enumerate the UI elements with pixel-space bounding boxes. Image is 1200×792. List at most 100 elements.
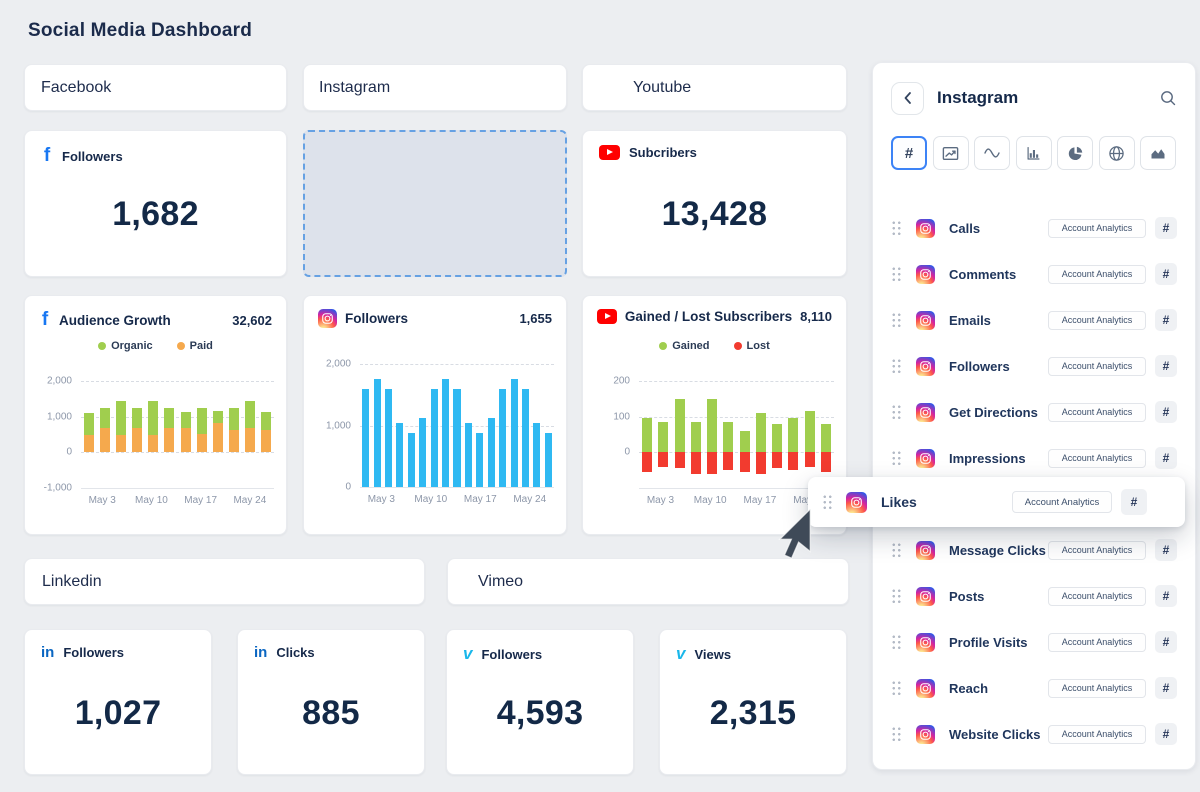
- account-analytics-button[interactable]: Account Analytics: [1012, 491, 1112, 513]
- account-analytics-button[interactable]: Account Analytics: [1048, 540, 1146, 560]
- gridline: [81, 381, 274, 382]
- back-button[interactable]: [891, 81, 924, 115]
- chart-card-instagram-followers[interactable]: Followers 1,655 2,000 1,000 0 May 3 May 10 Ma…: [303, 295, 567, 535]
- stat-card-linkedin-clicks[interactable]: in Clicks 885: [237, 629, 425, 775]
- drag-handle-icon[interactable]: [822, 494, 833, 510]
- section-header-instagram[interactable]: Instagram: [303, 64, 567, 111]
- metric-row-profile-visits[interactable]: Profile Visits Account Analytics #: [891, 619, 1177, 665]
- y-axis-label: 1,000: [325, 420, 351, 431]
- bar-segment: [419, 417, 427, 487]
- section-header-label: Instagram: [319, 78, 391, 96]
- drag-handle-icon[interactable]: [891, 680, 902, 696]
- account-analytics-button[interactable]: Account Analytics: [1048, 448, 1146, 468]
- stat-card-vimeo-followers[interactable]: v Followers 4,593: [446, 629, 634, 775]
- bar-segment: [642, 452, 653, 472]
- drag-handle-icon[interactable]: [891, 542, 902, 558]
- metric-row-get-directions[interactable]: Get Directions Account Analytics #: [891, 389, 1177, 435]
- hash-button[interactable]: #: [1155, 631, 1177, 653]
- bar-segment: [464, 423, 472, 487]
- bar-segment: [642, 418, 653, 453]
- dragged-metric-card[interactable]: Likes Account Analytics #: [808, 477, 1185, 527]
- linkedin-icon: in: [41, 644, 55, 661]
- bar-segment: [755, 413, 766, 453]
- bar-segment: [212, 422, 223, 453]
- toolbar-column-chart-button[interactable]: [1015, 136, 1052, 170]
- account-analytics-button[interactable]: Account Analytics: [1048, 218, 1146, 238]
- metric-row-emails[interactable]: Emails Account Analytics #: [891, 297, 1177, 343]
- drag-handle-icon[interactable]: [891, 312, 902, 328]
- section-header-facebook[interactable]: Facebook: [24, 64, 287, 111]
- stat-card-vimeo-views[interactable]: v Views 2,315: [659, 629, 847, 775]
- section-header-linkedin[interactable]: Linkedin: [24, 558, 425, 605]
- account-analytics-button[interactable]: Account Analytics: [1048, 402, 1146, 422]
- hash-button[interactable]: #: [1155, 723, 1177, 745]
- account-analytics-button[interactable]: Account Analytics: [1048, 724, 1146, 744]
- camera-glyph: [920, 222, 931, 234]
- toolbar-area-chart-button[interactable]: [1140, 136, 1176, 170]
- account-analytics-button[interactable]: Account Analytics: [1048, 632, 1146, 652]
- toolbar-line-chart-button[interactable]: [932, 136, 969, 170]
- toolbar-wave-button[interactable]: [974, 136, 1010, 170]
- chart-plot: 2,000 1,000 0 May 3 May 10 May 17 May 24: [326, 359, 554, 505]
- metric-row-reach[interactable]: Reach Account Analytics #: [891, 665, 1177, 711]
- drag-handle-icon[interactable]: [891, 634, 902, 650]
- x-axis-label: May 3: [88, 495, 116, 506]
- x-axis-label: May 10: [414, 494, 448, 505]
- hash-button[interactable]: #: [1155, 401, 1177, 423]
- account-analytics-button[interactable]: Account Analytics: [1048, 356, 1146, 376]
- hash-button[interactable]: #: [1155, 677, 1177, 699]
- hash-button[interactable]: #: [1155, 539, 1177, 561]
- metric-row-impressions[interactable]: Impressions Account Analytics #: [891, 435, 1177, 481]
- hash-button[interactable]: #: [1155, 355, 1177, 377]
- stat-card-facebook-followers[interactable]: f Followers 1,682: [24, 130, 287, 277]
- metric-row-website-clicks[interactable]: Website Clicks Account Analytics #: [891, 711, 1177, 757]
- drag-handle-icon[interactable]: [891, 588, 902, 604]
- bar-segment: [707, 452, 718, 474]
- toolbar-globe-button[interactable]: [1098, 136, 1135, 170]
- hash-button[interactable]: #: [1155, 309, 1177, 331]
- stat-label: Followers: [63, 645, 125, 660]
- drag-handle-icon[interactable]: [891, 358, 902, 374]
- search-icon[interactable]: [1159, 89, 1177, 107]
- account-analytics-button[interactable]: Account Analytics: [1048, 678, 1146, 698]
- chart-card-audience-growth[interactable]: f Audience Growth 32,602 Organic Paid 2,0…: [24, 295, 287, 535]
- section-header-youtube[interactable]: Youtube: [582, 64, 847, 111]
- account-analytics-button[interactable]: Account Analytics: [1048, 310, 1146, 330]
- toolbar-pie-chart-button[interactable]: [1057, 136, 1093, 170]
- hash-button[interactable]: #: [1155, 217, 1177, 239]
- stat-card-youtube-subscribers[interactable]: Subcribers 13,428: [582, 130, 847, 277]
- metric-row-calls[interactable]: Calls Account Analytics #: [891, 205, 1177, 251]
- toolbar-number-button[interactable]: #: [891, 136, 927, 170]
- drag-handle-icon[interactable]: [891, 266, 902, 282]
- section-header-label: Linkedin: [42, 572, 102, 590]
- x-axis-label: May 17: [463, 494, 497, 505]
- x-axis-label: May 10: [135, 495, 168, 506]
- drag-handle-icon[interactable]: [891, 220, 902, 236]
- chart-legend: Organic Paid: [25, 340, 286, 352]
- vimeo-icon: v: [463, 644, 473, 663]
- stat-value: 4,593: [496, 694, 584, 732]
- legend-dot-icon: [176, 342, 185, 350]
- account-analytics-button[interactable]: Account Analytics: [1048, 264, 1146, 284]
- bar-segment: [442, 379, 450, 487]
- drag-handle-icon[interactable]: [891, 404, 902, 420]
- facebook-icon: f: [41, 309, 49, 330]
- metric-row-message-clicks[interactable]: Message Clicks Account Analytics #: [891, 527, 1177, 573]
- chart-card-gained-lost-subscribers[interactable]: Gained / Lost Subscribers 8,110 Gained Lo…: [582, 295, 847, 535]
- drag-handle-icon[interactable]: [891, 450, 902, 466]
- hash-button[interactable]: #: [1155, 585, 1177, 607]
- hash-button[interactable]: #: [1155, 447, 1177, 469]
- stat-label: Clicks: [276, 645, 315, 660]
- x-axis-label: May 3: [367, 494, 395, 505]
- hash-button[interactable]: #: [1155, 263, 1177, 285]
- section-header-vimeo[interactable]: Vimeo: [447, 558, 849, 605]
- stat-card-linkedin-followers[interactable]: in Followers 1,027: [24, 629, 212, 775]
- account-analytics-button[interactable]: Account Analytics: [1048, 586, 1146, 606]
- metric-row-posts[interactable]: Posts Account Analytics #: [891, 573, 1177, 619]
- metric-row-followers[interactable]: Followers Account Analytics #: [891, 343, 1177, 389]
- hash-button[interactable]: #: [1121, 489, 1147, 515]
- drag-handle-icon[interactable]: [891, 726, 902, 742]
- widget-drop-placeholder[interactable]: [303, 130, 567, 277]
- metric-row-comments[interactable]: Comments Account Analytics #: [891, 251, 1177, 297]
